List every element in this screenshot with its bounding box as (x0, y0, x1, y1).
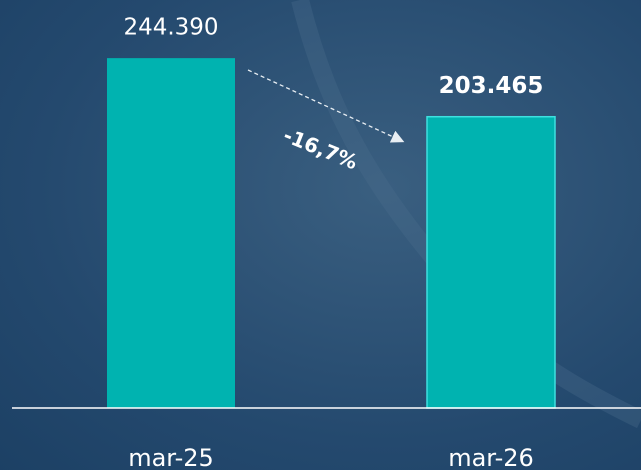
bar (107, 58, 235, 408)
chart: -16,7% 244.390mar-25203.465mar-26 (0, 0, 641, 470)
value-label: 244.390 (123, 15, 218, 41)
x-tick-label: mar-25 (128, 444, 214, 470)
bar (427, 117, 555, 408)
value-label: 203.465 (439, 73, 544, 99)
x-tick-label: mar-26 (448, 444, 534, 470)
page: {"chart_data": {"type": "bar", "categori… (0, 0, 641, 470)
